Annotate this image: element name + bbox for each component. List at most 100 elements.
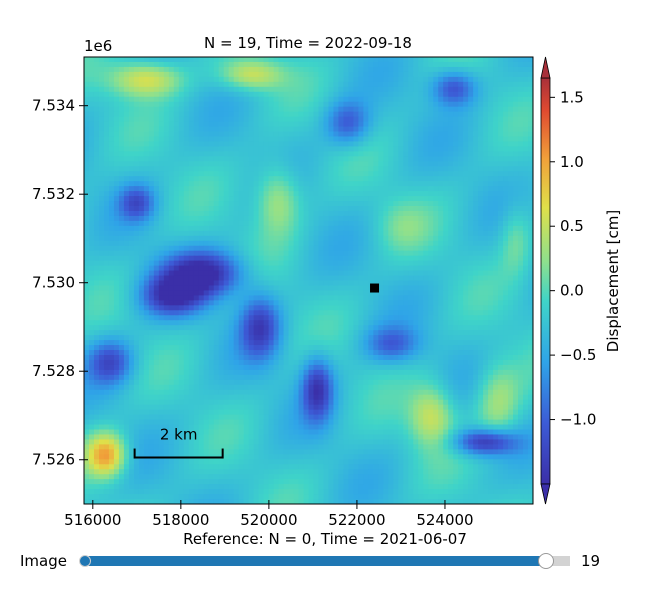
heatmap-cell bbox=[478, 166, 484, 172]
heatmap-cell bbox=[338, 76, 345, 83]
heatmap-cell bbox=[123, 191, 130, 197]
heatmap-cell bbox=[493, 126, 499, 133]
heatmap-cell bbox=[338, 101, 345, 108]
heatmap-cell bbox=[338, 96, 345, 103]
heatmap-cell bbox=[318, 176, 325, 182]
heatmap-cell bbox=[153, 240, 160, 247]
heatmap-cell bbox=[163, 270, 170, 277]
heatmap-cell bbox=[148, 126, 155, 133]
heatmap-cell bbox=[223, 250, 230, 257]
heatmap-cell bbox=[168, 106, 175, 113]
heatmap-cell bbox=[108, 280, 115, 287]
heatmap-cell bbox=[338, 57, 345, 63]
heatmap-cell bbox=[393, 240, 399, 247]
heatmap-cell bbox=[478, 206, 484, 212]
heatmap-cell bbox=[193, 176, 200, 182]
heatmap-cell bbox=[303, 57, 310, 63]
heatmap-cell bbox=[283, 255, 290, 262]
heatmap-cell bbox=[88, 176, 95, 182]
heatmap-cell bbox=[108, 320, 115, 326]
heatmap-cell bbox=[523, 176, 529, 182]
heatmap-cell bbox=[508, 285, 514, 292]
heatmap-cell bbox=[188, 86, 195, 93]
heatmap-cell bbox=[143, 76, 150, 83]
heatmap-cell bbox=[508, 325, 514, 331]
heatmap-cell bbox=[503, 131, 509, 138]
heatmap-cell bbox=[158, 310, 165, 316]
heatmap-cell bbox=[118, 171, 125, 177]
heatmap-cell bbox=[378, 136, 384, 143]
heatmap-cell bbox=[133, 191, 140, 197]
heatmap-cell bbox=[293, 225, 300, 232]
heatmap-cell bbox=[228, 315, 235, 321]
heatmap-cell bbox=[418, 111, 424, 118]
heatmap-cell bbox=[278, 201, 285, 207]
heatmap-cell bbox=[323, 260, 330, 267]
heatmap-cell bbox=[488, 315, 494, 321]
heatmap-cell bbox=[318, 250, 325, 257]
heatmap-cell bbox=[188, 81, 195, 88]
heatmap-cell bbox=[258, 111, 265, 118]
heatmap-cell bbox=[308, 201, 315, 207]
heatmap-cell bbox=[348, 186, 354, 192]
heatmap-cell bbox=[218, 121, 225, 128]
heatmap-cell bbox=[288, 141, 295, 147]
heatmap-cell bbox=[188, 111, 195, 118]
heatmap-cell bbox=[108, 285, 115, 292]
heatmap-cell bbox=[393, 57, 399, 63]
heatmap-cell bbox=[313, 181, 320, 187]
heatmap-cell bbox=[293, 161, 300, 167]
heatmap-cell bbox=[148, 315, 155, 321]
heatmap-cell bbox=[188, 275, 195, 282]
heatmap-cell bbox=[478, 191, 484, 197]
heatmap-cell bbox=[493, 81, 499, 88]
heatmap-cell bbox=[493, 280, 499, 287]
heatmap-cell bbox=[113, 270, 120, 277]
heatmap-cell bbox=[393, 101, 399, 108]
heatmap-cell bbox=[433, 71, 439, 78]
heatmap-cell bbox=[283, 215, 290, 222]
heatmap-cell bbox=[288, 126, 295, 133]
heatmap-cell bbox=[193, 305, 200, 311]
heatmap-cell bbox=[183, 81, 190, 88]
heatmap-cell bbox=[283, 240, 290, 247]
heatmap-cell bbox=[528, 141, 533, 147]
heatmap-cell bbox=[388, 176, 394, 182]
heatmap-cell bbox=[323, 280, 330, 287]
heatmap-cell bbox=[393, 235, 399, 242]
heatmap-cell bbox=[98, 57, 105, 63]
heatmap-cell bbox=[403, 230, 409, 237]
heatmap-cell bbox=[168, 186, 175, 192]
heatmap-cell bbox=[278, 270, 285, 277]
heatmap-cell bbox=[258, 61, 265, 68]
heatmap-cell bbox=[168, 191, 175, 197]
heatmap-cell bbox=[338, 280, 345, 287]
heatmap-cell bbox=[313, 285, 320, 292]
heatmap-cell bbox=[423, 295, 429, 301]
heatmap-cell bbox=[113, 191, 120, 197]
heatmap-cell bbox=[358, 121, 364, 128]
heatmap-cell bbox=[188, 315, 195, 321]
heatmap-cell bbox=[403, 91, 409, 98]
heatmap-cell bbox=[378, 86, 384, 93]
heatmap-cell bbox=[228, 116, 235, 123]
heatmap-cell bbox=[258, 166, 265, 172]
heatmap-cell bbox=[458, 156, 464, 162]
heatmap-cell bbox=[188, 181, 195, 187]
heatmap-cell bbox=[283, 210, 290, 217]
heatmap-cell bbox=[448, 171, 454, 177]
heatmap-cell bbox=[453, 285, 459, 292]
heatmap-cell bbox=[203, 71, 210, 78]
heatmap-cell bbox=[333, 265, 340, 272]
heatmap-cell bbox=[98, 136, 105, 143]
heatmap-cell bbox=[453, 171, 459, 177]
heatmap-cell bbox=[328, 215, 335, 222]
heatmap-cell bbox=[438, 215, 444, 222]
heatmap-cell bbox=[303, 191, 310, 197]
heatmap-cell bbox=[483, 106, 489, 113]
heatmap-cell bbox=[493, 240, 499, 247]
heatmap-cell bbox=[378, 320, 384, 326]
heatmap-cell bbox=[353, 141, 359, 147]
heatmap-cell bbox=[373, 146, 379, 152]
heatmap-cell bbox=[298, 280, 305, 287]
